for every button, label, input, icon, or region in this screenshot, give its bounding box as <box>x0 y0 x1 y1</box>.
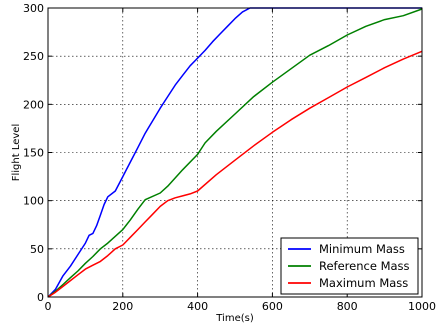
y-axis-label: Flight Level <box>11 124 22 182</box>
y-tick-label: 100 <box>23 195 44 208</box>
y-tick-label: 300 <box>23 2 44 15</box>
x-tick-label: 200 <box>112 300 133 313</box>
x-tick-label: 400 <box>187 300 208 313</box>
axis-ticks: 0 200 400 600 800 1000 0 50 100 150 200 250 300 <box>23 2 436 313</box>
x-axis-label: Time(s) <box>215 313 254 324</box>
y-tick-label: 200 <box>23 98 44 111</box>
y-tick-label: 50 <box>30 243 44 256</box>
series-line-reference-mass <box>47 8 423 298</box>
legend-label: Minimum Mass <box>319 242 405 256</box>
y-tick-label: 0 <box>37 291 44 304</box>
series-line-minimum-mass <box>47 7 422 298</box>
series-lines <box>47 7 423 298</box>
y-tick-label: 150 <box>23 147 44 160</box>
legend: Minimum Mass Reference Mass Maximum Mass <box>280 237 419 295</box>
legend-label: Maximum Mass <box>319 276 408 290</box>
x-tick-label: 800 <box>337 300 358 313</box>
x-tick-label: 600 <box>262 300 283 313</box>
x-tick-label: 1000 <box>408 300 436 313</box>
y-tick-label: 250 <box>23 50 44 63</box>
series-line-maximum-mass <box>47 50 423 298</box>
legend-label: Reference Mass <box>319 259 410 273</box>
x-tick-label: 0 <box>45 300 52 313</box>
